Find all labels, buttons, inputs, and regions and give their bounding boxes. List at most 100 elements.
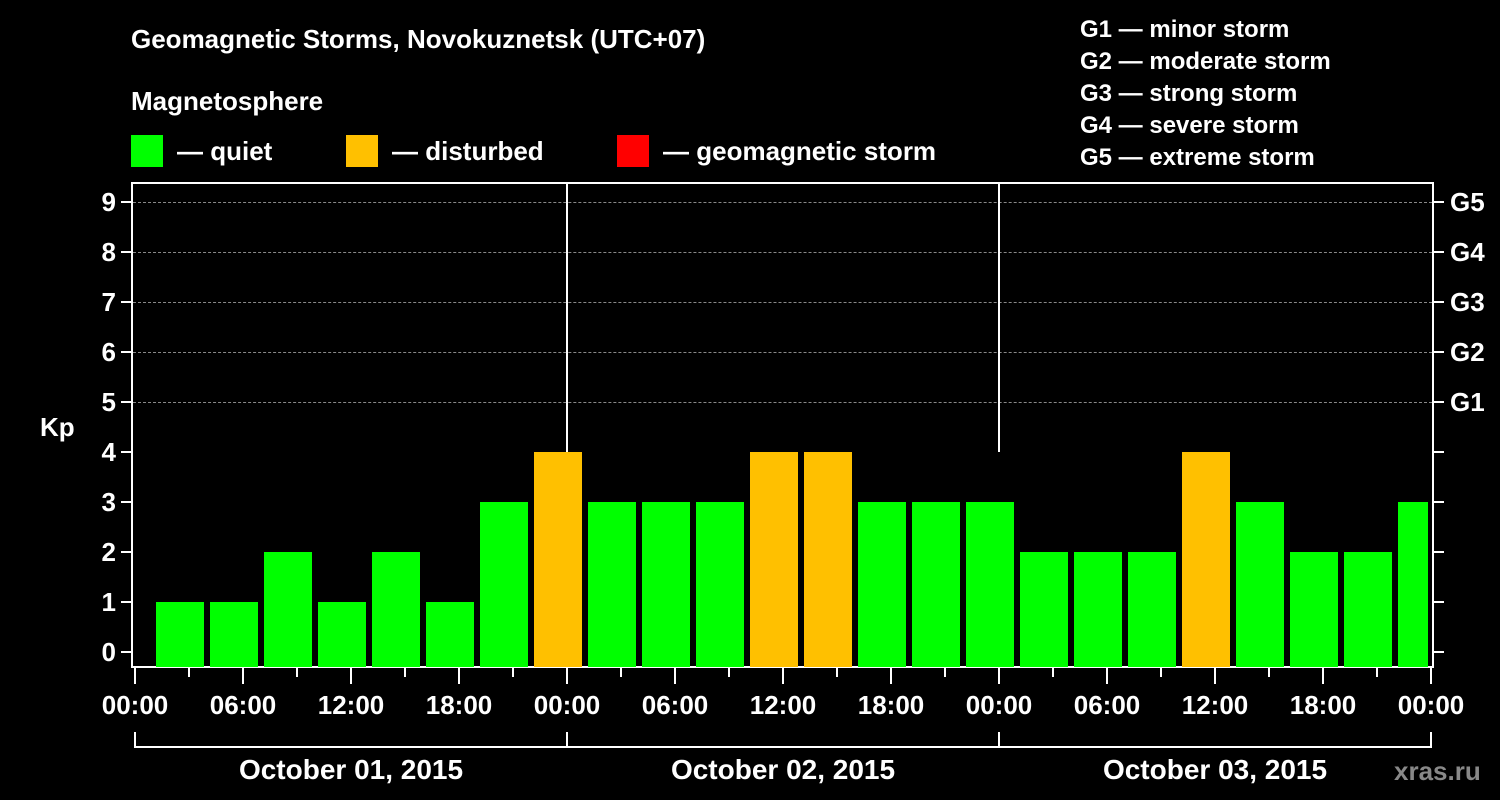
- x-tick-label: 00:00: [101, 690, 169, 720]
- y-tick: [121, 501, 131, 503]
- y-tick-label: 9: [101, 187, 116, 217]
- y-tick: [121, 401, 131, 403]
- gridline: [133, 352, 1432, 353]
- gridline: [133, 402, 1432, 403]
- y-tick-label: 6: [101, 337, 116, 367]
- bar-disturbed: [534, 452, 582, 667]
- legend-swatch-quiet: [131, 135, 163, 167]
- bar-quiet: [1020, 552, 1068, 667]
- legend-swatch-storm: [617, 135, 649, 167]
- x-tick-label: 12:00: [749, 690, 817, 720]
- y-tick: [121, 651, 131, 653]
- x-tick-major: [782, 668, 784, 684]
- g-legend-item: G4 — severe storm: [1080, 112, 1299, 139]
- bar-quiet: [1344, 552, 1392, 667]
- x-tick-minor: [1052, 668, 1054, 677]
- legend-label: — quiet: [177, 135, 273, 166]
- bar-quiet: [588, 502, 636, 667]
- y-tick-right: [1434, 251, 1444, 253]
- day-label: October 03, 2015: [1102, 754, 1328, 785]
- watermark: xras.ru: [1394, 756, 1481, 786]
- g-scale-label: G3: [1450, 287, 1485, 317]
- x-tick-label: 00:00: [965, 690, 1033, 720]
- bar-quiet: [480, 502, 528, 667]
- x-tick-minor: [512, 668, 514, 677]
- bar-quiet: [210, 602, 258, 667]
- g-legend-item: G2 — moderate storm: [1080, 48, 1331, 75]
- legend-label: — disturbed: [392, 135, 544, 166]
- bar-quiet: [318, 602, 366, 667]
- x-tick-minor: [404, 668, 406, 677]
- day-bracket: [135, 746, 1431, 748]
- x-tick-label: 12:00: [1181, 690, 1249, 720]
- x-tick-major: [1430, 668, 1432, 684]
- gridline: [133, 202, 1432, 203]
- x-tick-label: 12:00: [317, 690, 385, 720]
- y-tick-label: 2: [101, 537, 116, 567]
- chart-subtitle: Magnetosphere: [131, 86, 324, 116]
- bar-disturbed: [750, 452, 798, 667]
- g-scale-legend: G1 — minor storm G2 — moderate storm G3 …: [1080, 14, 1331, 174]
- y-tick-right: [1434, 401, 1444, 403]
- g-scale-label: G1: [1450, 387, 1485, 417]
- day-separator: [998, 182, 1000, 452]
- y-axis-label: Kp: [40, 412, 75, 442]
- bar-disturbed: [804, 452, 852, 667]
- bar-quiet: [264, 552, 312, 667]
- y-tick-label: 0: [101, 637, 116, 667]
- x-tick-major: [134, 668, 136, 684]
- legend-disturbed: — disturbed: [346, 135, 544, 167]
- x-tick-major: [890, 668, 892, 684]
- bar-quiet: [912, 502, 960, 667]
- y-tick: [121, 201, 131, 203]
- y-tick-label: 8: [101, 237, 116, 267]
- legend-swatch-disturbed: [346, 135, 378, 167]
- x-tick-major: [1322, 668, 1324, 684]
- x-tick-major: [350, 668, 352, 684]
- bar-disturbed: [1182, 452, 1230, 667]
- x-tick-label: 06:00: [641, 690, 709, 720]
- g-scale-label: G2: [1450, 337, 1485, 367]
- x-tick-major: [998, 668, 1000, 684]
- day-bracket-tick: [1430, 732, 1432, 748]
- x-tick-minor: [728, 668, 730, 677]
- legend-storm: — geomagnetic storm: [617, 135, 936, 167]
- y-tick: [121, 301, 131, 303]
- bar-quiet: [1236, 502, 1284, 667]
- g-legend-item: G5 — extreme storm: [1080, 144, 1315, 171]
- y-tick: [121, 251, 131, 253]
- x-tick-major: [674, 668, 676, 684]
- x-tick-major: [1106, 668, 1108, 684]
- day-bracket-tick: [134, 732, 136, 748]
- x-tick-label: 06:00: [209, 690, 277, 720]
- bar-quiet: [696, 502, 744, 667]
- g-legend-item: G3 — strong storm: [1080, 80, 1298, 107]
- y-tick: [121, 351, 131, 353]
- bar-quiet: [858, 502, 906, 667]
- x-tick-label: 18:00: [857, 690, 925, 720]
- y-tick-right: [1434, 551, 1444, 553]
- bar-quiet: [966, 502, 1014, 667]
- legend-label: — geomagnetic storm: [663, 135, 937, 166]
- x-tick-minor: [836, 668, 838, 677]
- x-tick-minor: [944, 668, 946, 677]
- bar-quiet: [1074, 552, 1122, 667]
- y-tick-label: 1: [101, 587, 116, 617]
- x-tick-label: 06:00: [1073, 690, 1141, 720]
- x-tick-label: 18:00: [1289, 690, 1357, 720]
- x-tick-minor: [1376, 668, 1378, 677]
- x-tick-major: [1214, 668, 1216, 684]
- y-tick-right: [1434, 351, 1444, 353]
- y-tick-right: [1434, 601, 1444, 603]
- y-tick: [121, 601, 131, 603]
- gridline: [133, 252, 1432, 253]
- x-tick-minor: [620, 668, 622, 677]
- bar-quiet: [1290, 552, 1338, 667]
- y-tick-right: [1434, 301, 1444, 303]
- x-tick-minor: [1160, 668, 1162, 677]
- y-tick-right: [1434, 451, 1444, 453]
- chart-title: Geomagnetic Storms, Novokuznetsk (UTC+07…: [131, 24, 706, 54]
- x-tick-major: [242, 668, 244, 684]
- bar-quiet: [1398, 502, 1428, 667]
- gridline: [133, 302, 1432, 303]
